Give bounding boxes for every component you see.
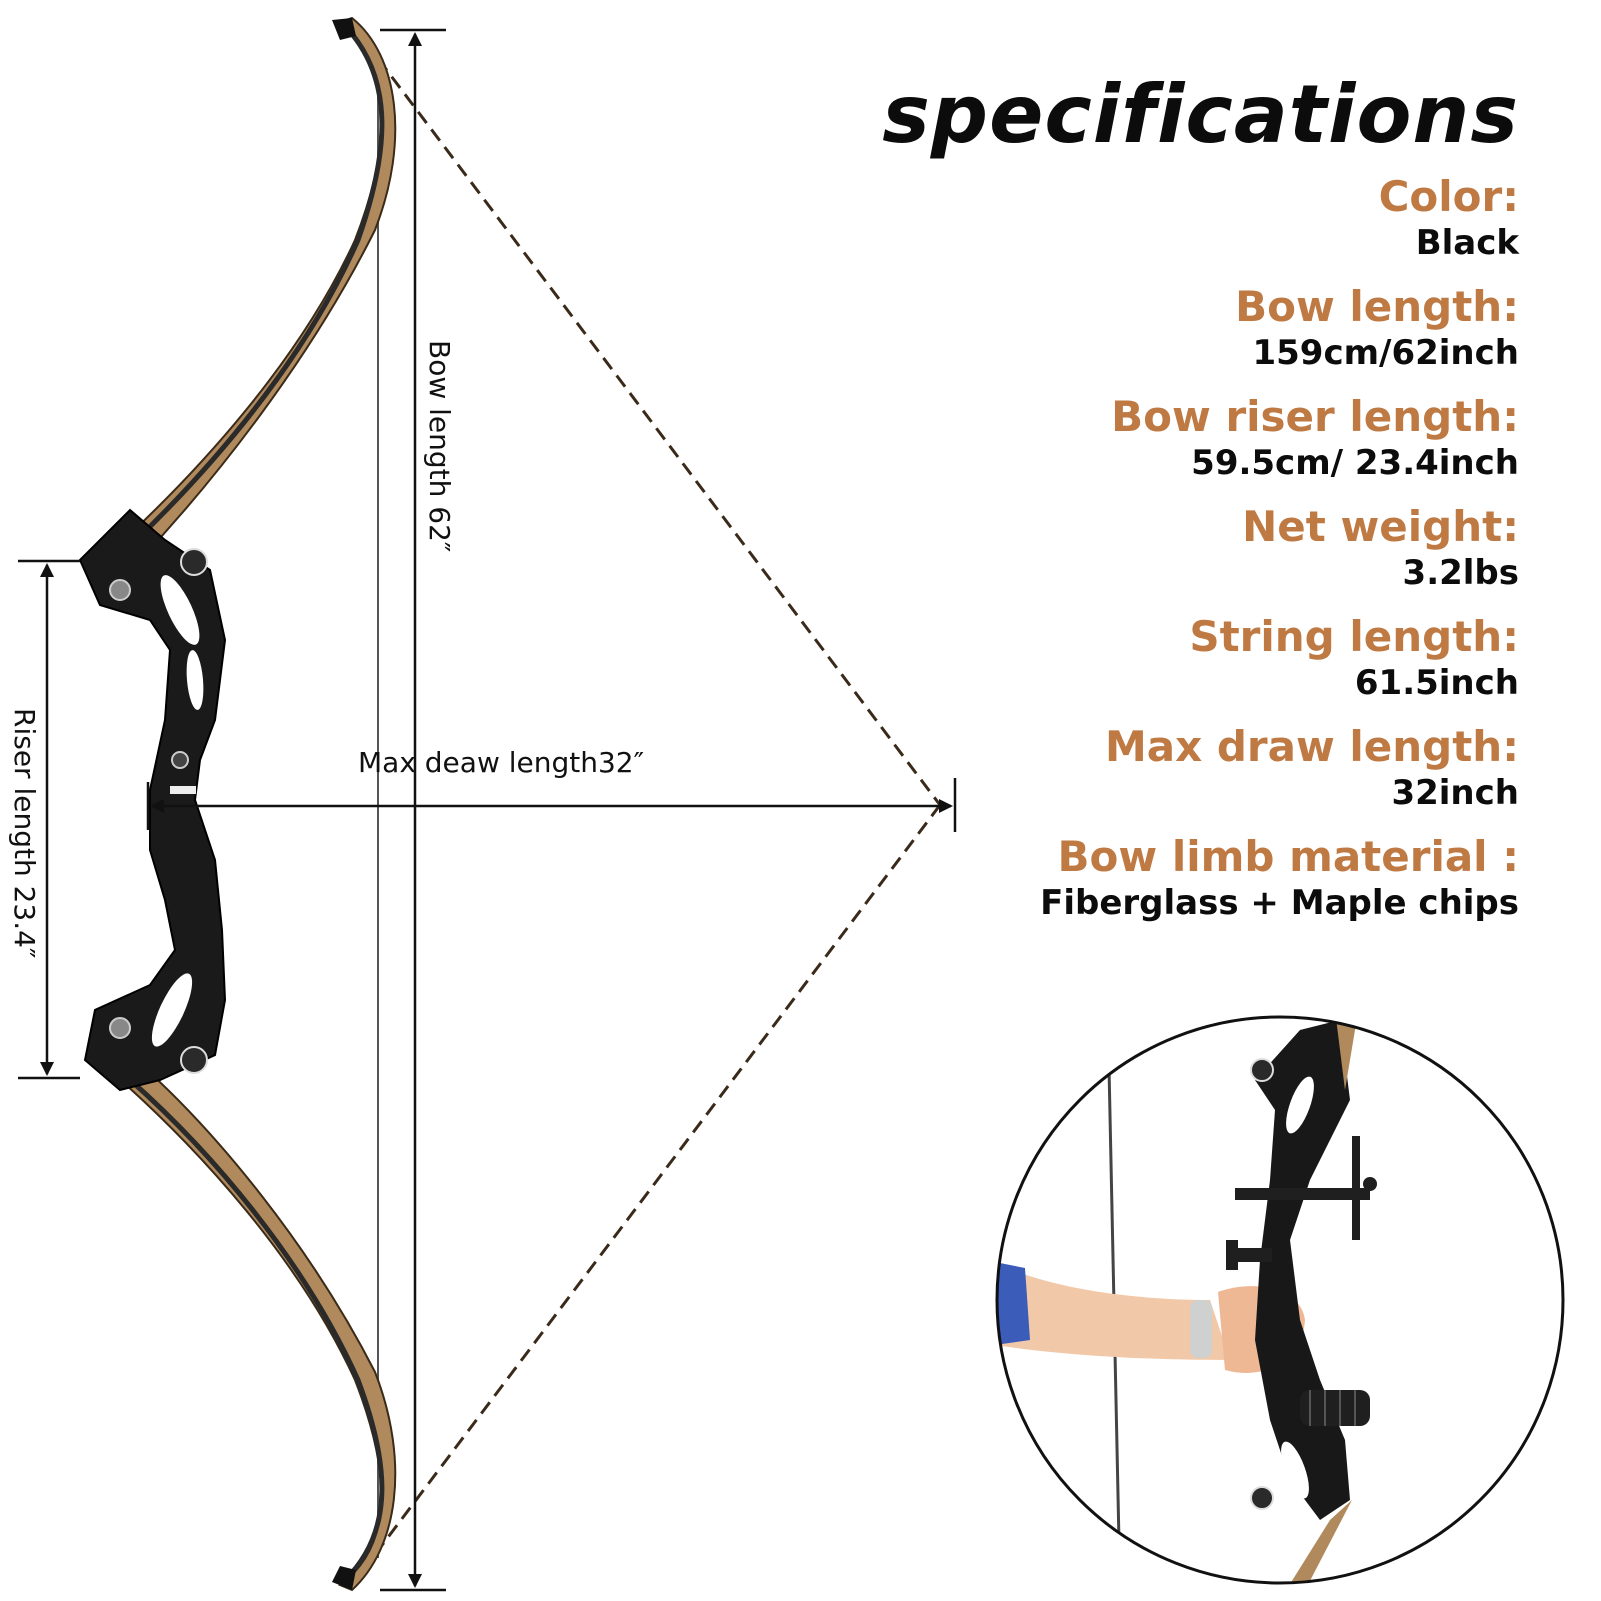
max-draw-label: Max deaw length32″	[358, 746, 644, 779]
limb-bolt-upper	[109, 579, 131, 601]
spec-label: Bow riser length:	[1111, 392, 1519, 441]
spec-riser-length: Bow riser length: 59.5cm/ 23.4inch	[959, 392, 1519, 484]
specifications-title: specifications	[882, 68, 1519, 161]
archer-photo-inset	[995, 1015, 1565, 1585]
riser-length-label: Riser length 23.4″	[8, 708, 41, 958]
bow-riser	[78, 508, 227, 1092]
spec-value: 3.2lbs	[1402, 553, 1519, 593]
spec-net-weight: Net weight: 3.2lbs	[959, 502, 1519, 594]
riser-length-dimension: Riser length 23.4″	[8, 559, 80, 1080]
spec-value: 61.5inch	[1354, 663, 1519, 703]
bow-length-label: Bow length 62″	[423, 340, 456, 552]
limb-bolt-lower	[109, 1017, 131, 1039]
spec-bow-length: Bow length: 159cm/62inch	[959, 282, 1519, 374]
spec-value: 59.5cm/ 23.4inch	[1191, 443, 1519, 483]
spec-value: Black	[1415, 223, 1519, 263]
spec-label: String length:	[1189, 612, 1519, 661]
bow-length-dimension: Bow length 62″	[380, 28, 456, 1592]
spec-color: Color: Black	[959, 172, 1519, 264]
spec-label: Bow limb material :	[1057, 832, 1519, 881]
draw-dash-upper	[350, 23, 942, 806]
spec-max-draw-length: Max draw length: 32inch	[959, 722, 1519, 814]
upper-limb	[113, 16, 397, 564]
spec-label: Bow length:	[1235, 282, 1519, 331]
spec-limb-material: Bow limb material : Fiberglass + Maple c…	[959, 832, 1519, 924]
spec-label: Max draw length:	[1104, 722, 1519, 771]
spec-value: Fiberglass + Maple chips	[1040, 883, 1519, 923]
spec-label: Color:	[1378, 172, 1519, 221]
specifications-list: Color: Black Bow length: 159cm/62inch Bo…	[959, 172, 1519, 942]
draw-dash-lower	[350, 804, 942, 1586]
spec-value: 159cm/62inch	[1252, 333, 1519, 373]
spec-label: Net weight:	[1242, 502, 1519, 551]
spec-string-length: String length: 61.5inch	[959, 612, 1519, 704]
spec-value: 32inch	[1391, 773, 1519, 813]
lower-limb	[113, 1060, 397, 1592]
max-draw-dimension: Max deaw length32″	[146, 746, 957, 832]
draw-triangle	[350, 23, 942, 1586]
